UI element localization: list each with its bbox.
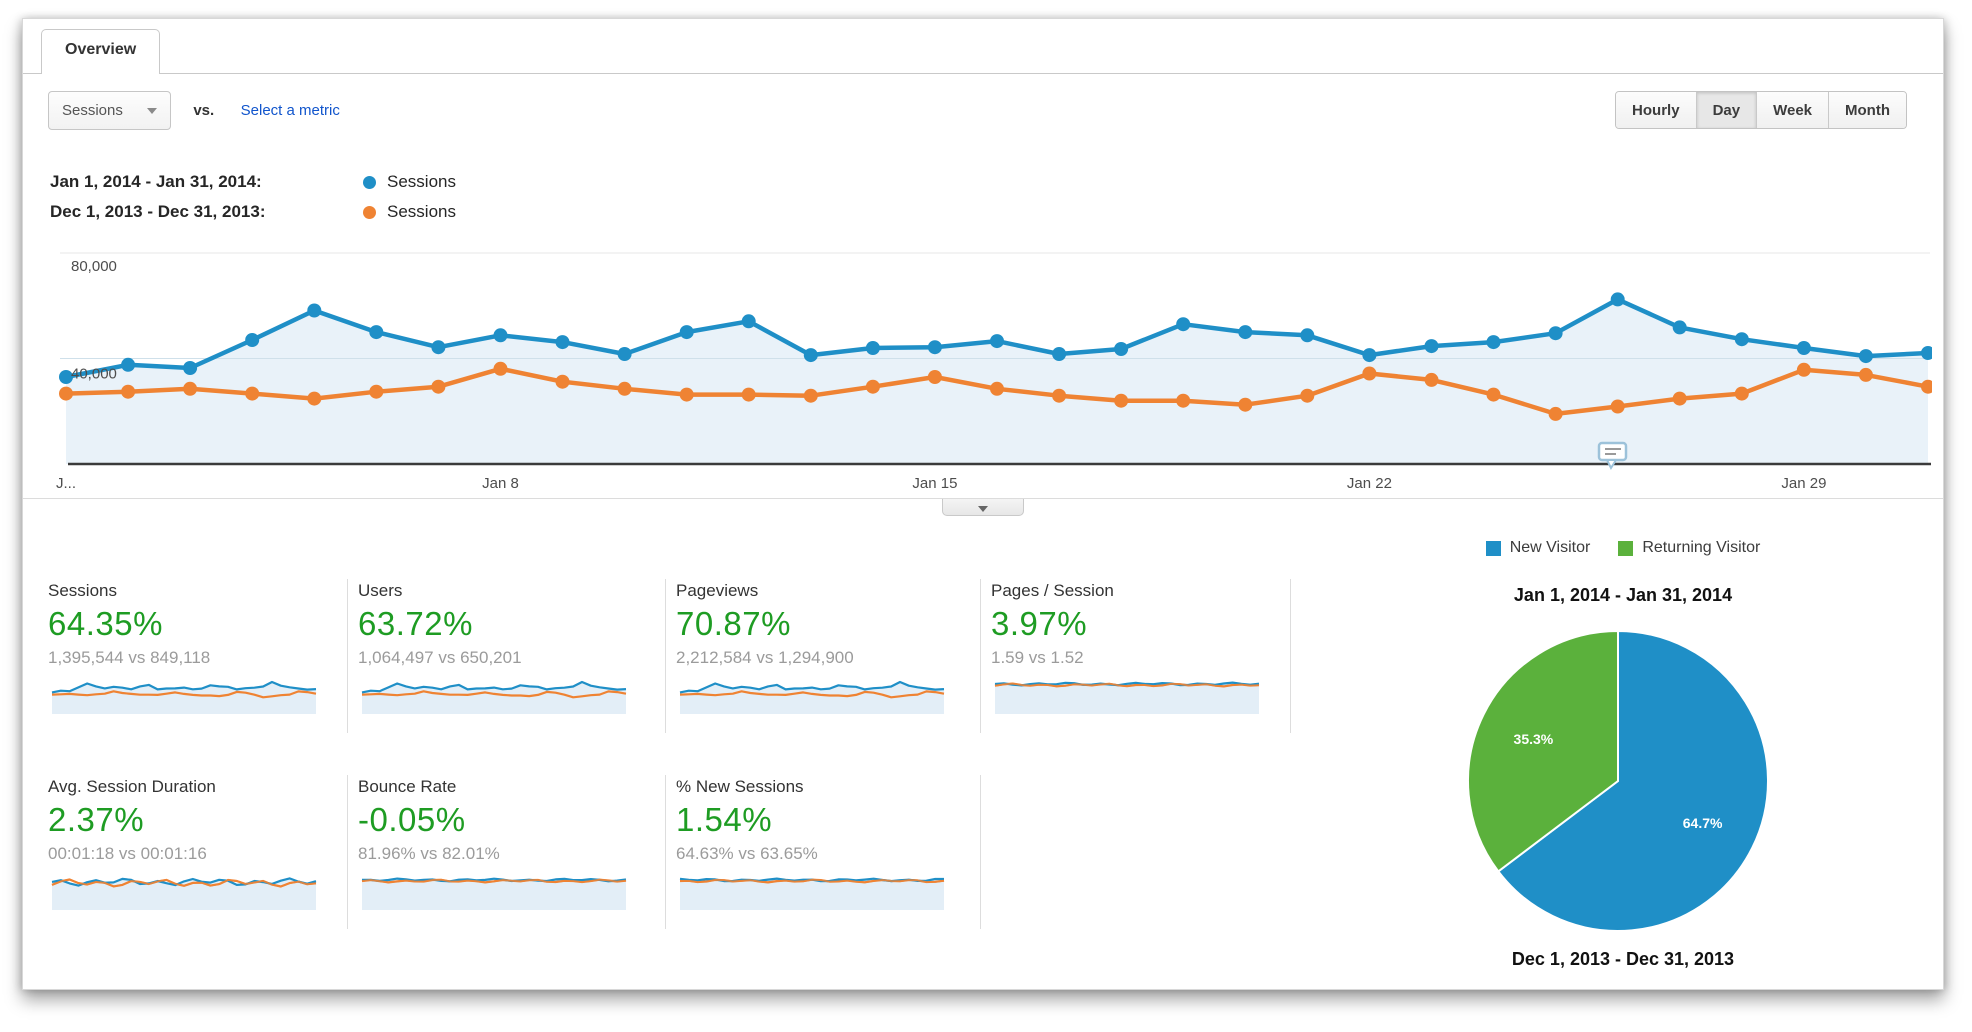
svg-text:Jan 22: Jan 22 [1347, 475, 1392, 492]
report-card: Overview Sessions vs. Select a metric Ho… [22, 18, 1944, 990]
scorecard-title: Pageviews [676, 581, 759, 600]
scorecard-title: Pages / Session [991, 581, 1114, 600]
scorecards-row-1: Sessions 64.35% 1,395,544 vs 849,118 Users 6… [48, 579, 1291, 733]
scorecard-pageviews: Pageviews 70.87% 2,212,584 vs 1,294,900 [666, 579, 981, 733]
metric-select-value: Sessions [62, 102, 123, 119]
scorecard-comparison-values: 2,212,584 vs 1,294,900 [676, 648, 854, 667]
scorecard-comparison-values: 81.96% vs 82.01% [358, 844, 500, 863]
scorecard-title: Avg. Session Duration [48, 777, 216, 796]
chevron-down-icon [146, 107, 157, 114]
chevron-down-icon [978, 506, 988, 512]
visitor-type-pie-chart[interactable] [1462, 625, 1774, 937]
svg-text:Jan 15: Jan 15 [912, 475, 957, 492]
svg-text:Jan 29: Jan 29 [1781, 475, 1826, 492]
granularity-button-week[interactable]: Week [1756, 92, 1829, 128]
scorecard-delta-percent: 3.97% [991, 605, 1088, 642]
collapse-chart-button[interactable] [942, 499, 1024, 516]
pie-title-previous-range: Dec 1, 2013 - Dec 31, 2013 [1511, 949, 1735, 969]
scorecard-sparkline [994, 681, 1260, 714]
scorecard-sparkline [679, 680, 945, 714]
pie-slice-label-returning: 35.3% [1513, 730, 1554, 747]
scorecard-title: Users [358, 581, 403, 600]
green-square-swatch [1618, 540, 1634, 556]
scorecard-sparkline [679, 877, 945, 910]
chart-controls: Sessions vs. Select a metric Hourly Day We… [48, 91, 1907, 133]
select-a-metric-link[interactable]: Select a metric [240, 102, 340, 119]
tab-bar-divider [23, 73, 1943, 74]
scorecard-delta-percent: 63.72% [358, 605, 473, 642]
legend-date-range: Jan 1, 2014 - Jan 31, 2014: [50, 172, 262, 191]
legend-metric-label: Sessions [387, 172, 456, 191]
scorecard-title: % New Sessions [676, 777, 804, 796]
svg-text:J...: J... [56, 475, 76, 492]
granularity-button-group: Hourly Day Week Month [1615, 91, 1907, 129]
granularity-button-hourly[interactable]: Hourly [1616, 92, 1696, 128]
vs-label: vs. [193, 102, 215, 119]
scorecard-delta-percent: 64.35% [48, 605, 163, 642]
svg-text:80,000: 80,000 [71, 258, 117, 275]
legend-row-previous: Dec 1, 2013 - Dec 31, 2013: Sessions [50, 197, 456, 227]
legend-date-range: Dec 1, 2013 - Dec 31, 2013: [50, 202, 266, 221]
scorecard-sparkline [361, 680, 627, 714]
pie-title-current-range: Jan 1, 2014 - Jan 31, 2014 [1513, 585, 1733, 605]
metric-select-dropdown[interactable]: Sessions [48, 91, 171, 130]
pie-legend-label: Returning Visitor [1642, 539, 1761, 556]
scorecard-title: Sessions [48, 581, 117, 600]
scorecard-comparison-values: 1.59 vs 1.52 [991, 648, 1084, 667]
legend-metric-label: Sessions [387, 202, 456, 221]
scorecard-delta-percent: 2.37% [48, 801, 145, 838]
svg-text:40,000: 40,000 [71, 366, 117, 383]
scorecard-delta-percent: 1.54% [676, 801, 773, 838]
scorecard--new-sessions: % New Sessions 1.54% 64.63% vs 63.65% [666, 775, 981, 929]
scorecard-pages-session: Pages / Session 3.97% 1.59 vs 1.52 [981, 579, 1291, 733]
chart-bottom-divider [23, 498, 1943, 499]
blue-square-swatch [1485, 540, 1501, 556]
scorecard-bounce-rate: Bounce Rate -0.05% 81.96% vs 82.01% [348, 775, 666, 929]
pie-legend: New Visitor Returning Visitor [1423, 539, 1823, 557]
granularity-button-day[interactable]: Day [1695, 92, 1757, 128]
scorecard-sparkline [51, 680, 317, 714]
svg-text:Jan 8: Jan 8 [482, 475, 519, 492]
granularity-button-month[interactable]: Month [1828, 92, 1906, 128]
scorecard-comparison-values: 1,395,544 vs 849,118 [48, 648, 211, 667]
annotation-bubble-icon[interactable] [1597, 441, 1628, 471]
series-dot-orange [363, 205, 376, 219]
scorecard-comparison-values: 64.63% vs 63.65% [676, 844, 818, 863]
scorecard-comparison-values: 1,064,497 vs 650,201 [358, 648, 522, 667]
scorecard-sparkline [361, 877, 627, 910]
pie-legend-returning-visitor: Returning Visitor [1618, 539, 1760, 557]
chart-legend: Jan 1, 2014 - Jan 31, 2014: Sessions Dec… [50, 167, 456, 227]
scorecard-delta-percent: 70.87% [676, 605, 791, 642]
scorecard-comparison-values: 00:01:18 vs 00:01:16 [48, 844, 207, 863]
sessions-timeseries-chart[interactable]: 80,000 40,000 J... Jan 8 Jan 15 Jan 22 Jan 29 [44, 247, 1935, 497]
scorecard-sparkline [51, 877, 317, 910]
series-dot-blue [363, 175, 376, 189]
scorecard-delta-percent: -0.05% [358, 801, 466, 838]
scorecard-users: Users 63.72% 1,064,497 vs 650,201 [348, 579, 666, 733]
pie-legend-new-visitor: New Visitor [1485, 539, 1591, 557]
scorecards-row-2: Avg. Session Duration 2.37% 00:01:18 vs 00… [48, 775, 981, 929]
tab-overview[interactable]: Overview [41, 29, 161, 74]
pie-slice-label-new: 64.7% [1682, 815, 1723, 832]
legend-row-current: Jan 1, 2014 - Jan 31, 2014: Sessions [50, 167, 456, 197]
scorecard-sessions: Sessions 64.35% 1,395,544 vs 849,118 [48, 579, 348, 733]
scorecard-title: Bounce Rate [358, 777, 457, 796]
pie-legend-label: New Visitor [1509, 539, 1591, 556]
scorecard-avg-session-duration: Avg. Session Duration 2.37% 00:01:18 vs 00… [48, 775, 348, 929]
